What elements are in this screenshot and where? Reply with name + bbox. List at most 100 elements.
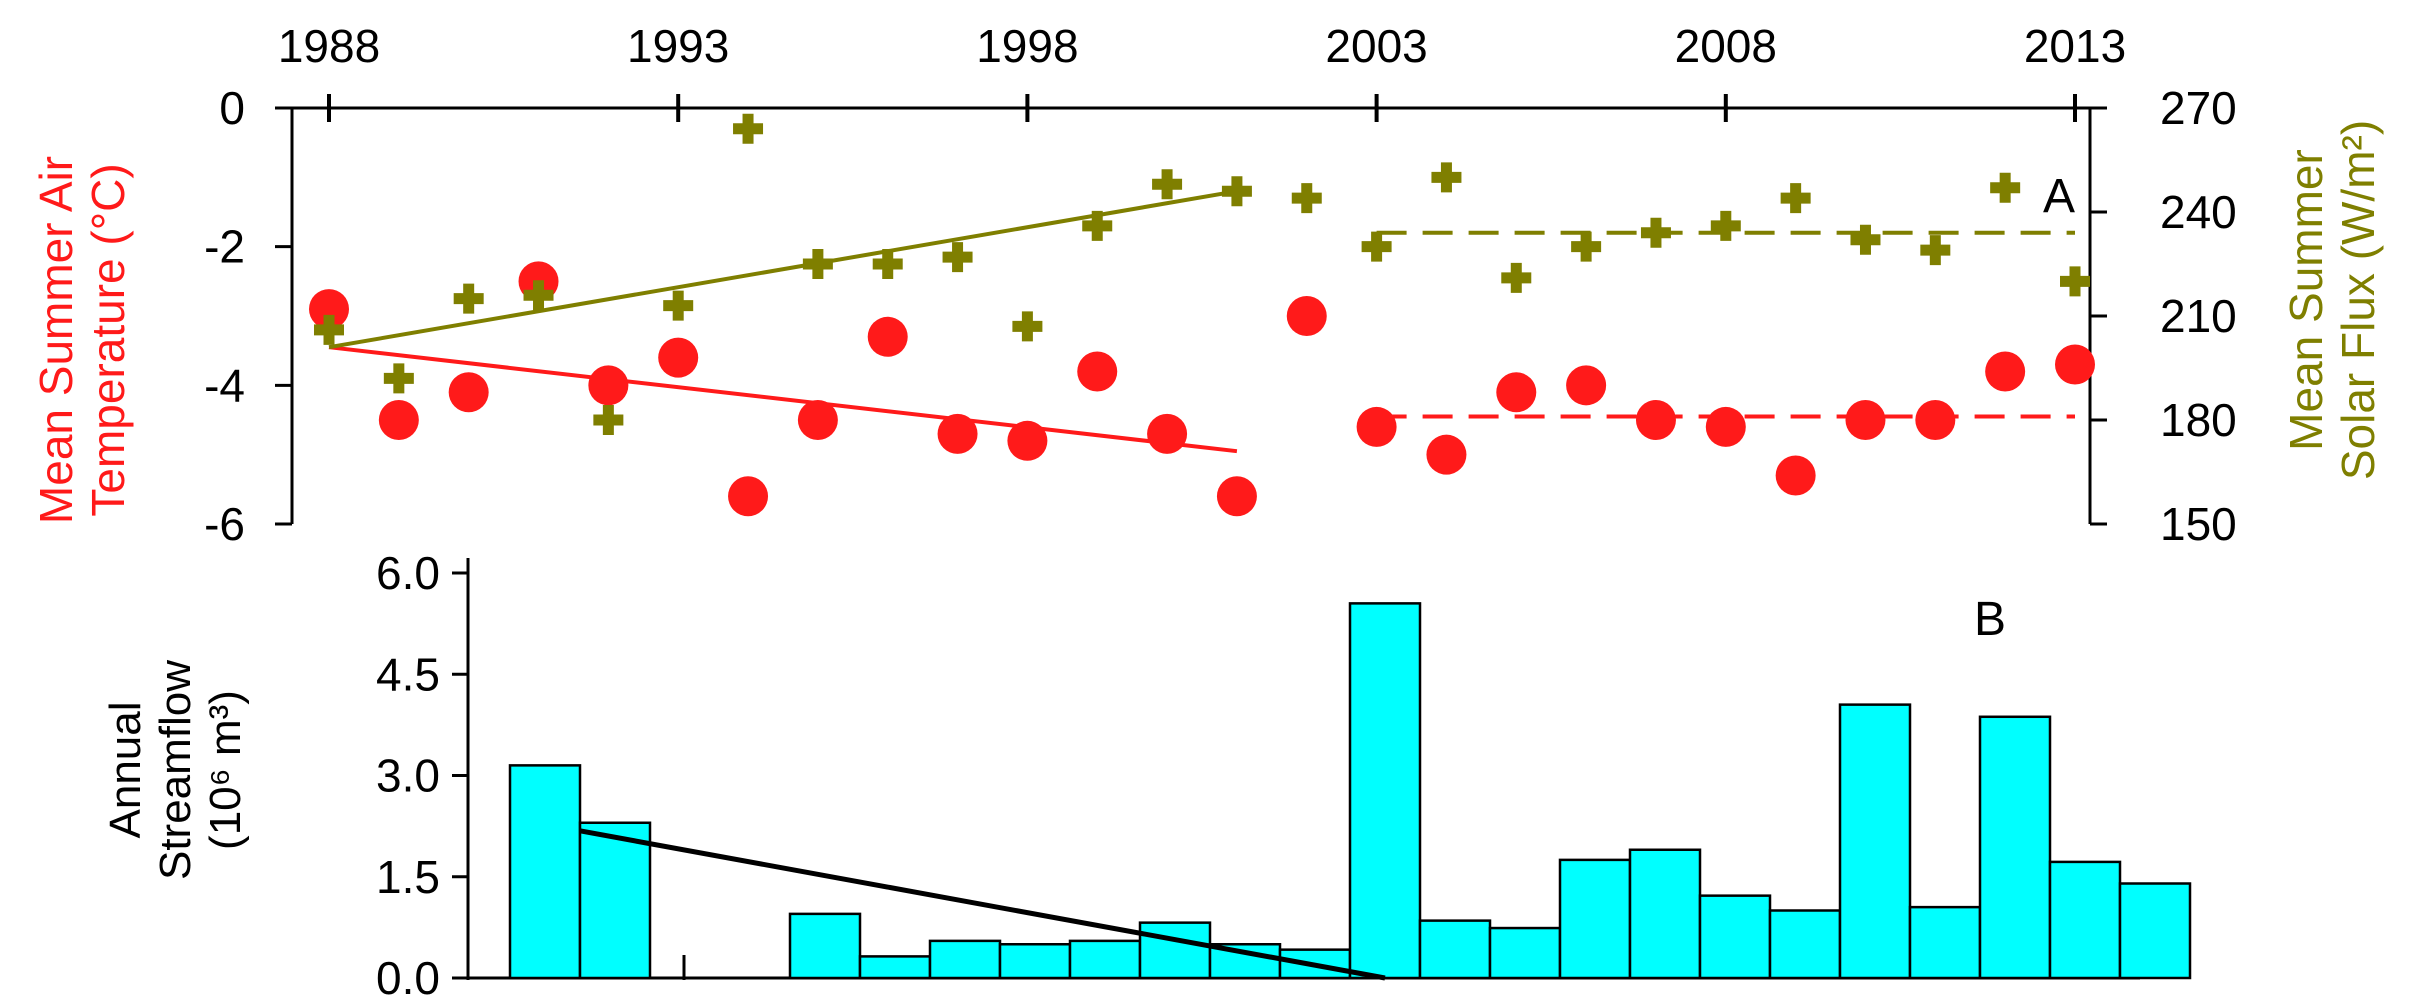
- left-tick-label: 0: [219, 82, 245, 134]
- right-axis-label-line2: Solar Flux (W/m²): [2332, 120, 2384, 480]
- temperature-point: [1216, 476, 1257, 517]
- x-tick-label-1998: 1998: [976, 20, 1078, 72]
- b-ylabel-line1: Annual: [101, 701, 150, 838]
- b-y-tick-label: 6.0: [376, 547, 440, 599]
- streamflow-bar: [1348, 602, 1422, 980]
- streamflow-bar: [1068, 939, 1142, 980]
- temperature-point: [1426, 434, 1467, 475]
- temperature-point: [378, 400, 419, 440]
- streamflow-bar: [1978, 715, 2052, 980]
- b-ylabel-line3: (10⁶ m³): [201, 690, 250, 850]
- streamflow-bars: [508, 602, 2192, 980]
- temperature-point: [797, 400, 838, 440]
- solar-flux-point: [1012, 311, 1043, 342]
- solar-flux-point: [1431, 162, 1462, 193]
- panel-b: 6.0 4.5 3.0 1.5 0.0 B Annual Streamflow (10⁶…: [101, 547, 2192, 995]
- solar-flux-point: [1640, 217, 1671, 248]
- x-tick-label-1993: 1993: [627, 20, 729, 72]
- streamflow-trend-line: [579, 828, 1386, 981]
- panel-a-x-ticks: 1988 1993 1998 2003 2008 2013: [278, 20, 2126, 122]
- solar-flux-point: [1082, 210, 1113, 241]
- temperature-point: [1286, 296, 1327, 336]
- temperature-point: [1845, 400, 1886, 440]
- x-tick-label-2013: 2013: [2024, 20, 2126, 72]
- solar-flux-point: [1501, 262, 1532, 293]
- temperature-point: [1077, 351, 1118, 392]
- streamflow-bar: [1628, 848, 1702, 980]
- solar-flux-point: [1780, 183, 1811, 214]
- temperature-point: [658, 337, 699, 378]
- temperature-series: [309, 261, 2095, 517]
- x-tick-label-2003: 2003: [1325, 20, 1427, 72]
- streamflow-bar: [1418, 919, 1492, 980]
- temperature-point: [1705, 406, 1746, 447]
- solar_flux-trend-solid: [328, 189, 1238, 350]
- b-y-tick-label: 0.0: [376, 952, 440, 995]
- streamflow-bar: [1698, 894, 1772, 980]
- right-axis-label-line1: Mean Summer: [2280, 149, 2332, 451]
- temperature-point: [1007, 420, 1048, 461]
- temperature-point: [1635, 400, 1676, 440]
- solar-flux-series: [314, 113, 2090, 435]
- solar-flux-point: [1291, 183, 1322, 214]
- streamflow-bar: [1488, 926, 1562, 980]
- solar-flux-point: [1920, 235, 1951, 266]
- temperature-point: [728, 476, 769, 517]
- solar-flux-point: [1361, 231, 1392, 262]
- streamflow-bar: [1558, 858, 1632, 980]
- right-tick-label: 210: [2160, 290, 2237, 342]
- solar-flux-point: [1571, 231, 1602, 262]
- streamflow-bar: [998, 943, 1072, 980]
- b-y-tick-label: 1.5: [376, 851, 440, 903]
- solar-flux-point: [733, 113, 764, 144]
- b-y-tick-label: 4.5: [376, 648, 440, 700]
- temperature-point: [1566, 365, 1607, 406]
- streamflow-bar: [578, 821, 652, 980]
- right-tick-label: 150: [2160, 498, 2237, 550]
- streamflow-bar: [1838, 703, 1912, 980]
- temperature-point: [309, 289, 349, 330]
- panel-a: 1988 1993 1998 2003 2008 2013 0-2-4-6 2702402…: [30, 20, 2384, 550]
- panel-b-y-ticks: 6.0 4.5 3.0 1.5 0.0: [376, 547, 468, 995]
- x-tick-label-1988: 1988: [278, 20, 380, 72]
- streamflow-bar: [1138, 921, 1212, 980]
- temperature-point: [1496, 372, 1537, 413]
- streamflow-bar: [2048, 860, 2122, 980]
- panel-a-label: A: [2043, 170, 2075, 223]
- b-ylabel-line2: Streamflow: [151, 660, 200, 880]
- solar-flux-point: [523, 280, 554, 311]
- streamflow-bar: [508, 764, 582, 980]
- panel-a-left-ticks: 0 -2 -4 -6: [204, 82, 292, 550]
- temperature-point: [937, 413, 978, 454]
- temperature-point: [1775, 455, 1816, 496]
- temperature-point: [588, 365, 629, 406]
- solar-flux-point: [383, 363, 414, 394]
- left-axis-label-line2: Temperature (°C): [82, 163, 134, 516]
- streamflow-bar: [1908, 905, 1982, 980]
- panel-a-right-ticks: 270 240 210 180 150: [2090, 82, 2237, 550]
- solar-flux-point: [872, 249, 903, 279]
- temperature-point: [1147, 413, 1188, 454]
- streamflow-bar: [928, 939, 1002, 980]
- streamflow-bar: [788, 912, 862, 980]
- solar-flux-point: [1710, 210, 1741, 241]
- solar-flux-point: [1990, 172, 2021, 203]
- streamflow-bar: [858, 955, 932, 980]
- solar-flux-point: [2060, 266, 2090, 297]
- temperature-point: [2055, 344, 2095, 385]
- solar-flux-point: [1850, 224, 1881, 255]
- solar-flux-point: [663, 290, 694, 321]
- b-y-tick-label: 3.0: [376, 750, 440, 802]
- solar-flux-point: [802, 249, 833, 279]
- temperature-trend-solid: [328, 345, 1238, 454]
- solar-flux-point: [1221, 176, 1252, 207]
- right-tick-label: 270: [2160, 82, 2237, 134]
- solar-flux-point: [314, 314, 344, 345]
- solar-flux-point: [1152, 169, 1183, 200]
- left-tick-label: -6: [204, 498, 245, 550]
- panel-b-label: B: [1974, 593, 2006, 646]
- left-tick-label: -2: [204, 221, 245, 273]
- temperature-point: [448, 372, 489, 413]
- panel-a-trend-lines: [328, 189, 2075, 454]
